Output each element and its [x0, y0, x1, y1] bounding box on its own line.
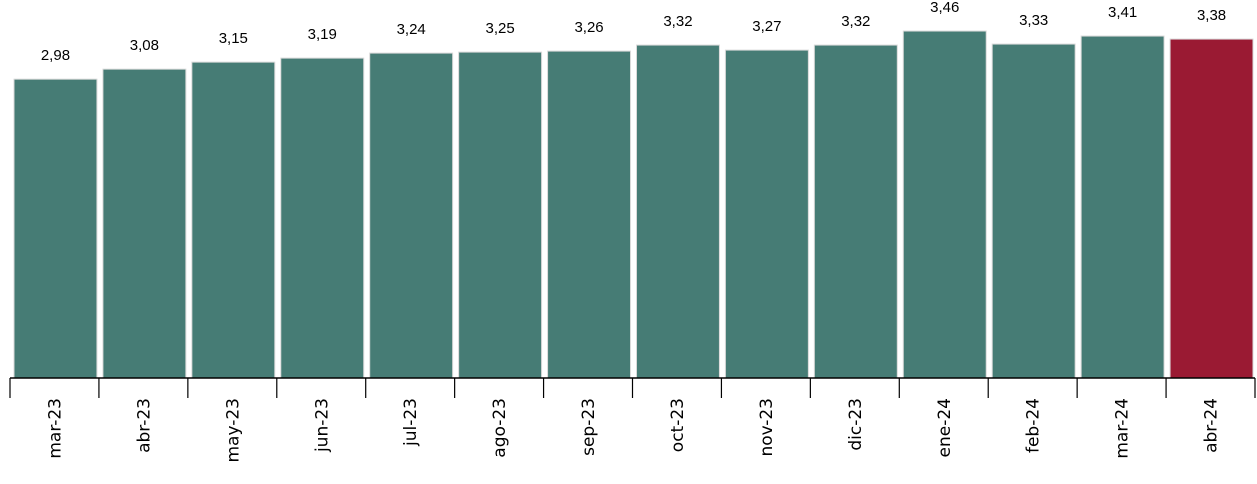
- tick-label-ene-24: ene-24: [935, 398, 955, 457]
- value-label-abr-23: 3,08: [130, 37, 159, 54]
- bar-dic-23: [813, 44, 898, 379]
- value-label-jun-23: 3,19: [308, 26, 337, 43]
- bar-mar-23: [13, 78, 98, 379]
- value-label-ene-24: 3,46: [930, 0, 959, 16]
- value-label-oct-23: 3,32: [663, 13, 692, 30]
- value-label-may-23: 3,15: [219, 30, 248, 47]
- value-label-abr-24: 3,38: [1197, 7, 1226, 24]
- bar-mar-24: [1080, 35, 1165, 379]
- bar-ene-24: [902, 30, 987, 379]
- value-label-nov-23: 3,27: [752, 18, 781, 35]
- x-axis-ticks: [9, 378, 1256, 398]
- value-label-mar-24: 3,41: [1108, 4, 1137, 21]
- tick-label-feb-24: feb-24: [1024, 398, 1044, 453]
- bar-jul-23: [369, 52, 454, 379]
- bar-ago-23: [458, 51, 543, 379]
- tick-label-abr-24: abr-24: [1202, 398, 1222, 453]
- tick-label-jun-23: jun-23: [312, 398, 332, 453]
- value-labels-group: 2,98 3,08 3,15 3,19 3,24 3,25 3,26 3,32 3,27 3,32…: [41, 0, 1226, 64]
- tick-label-dic-23: dic-23: [846, 398, 866, 451]
- bar-jun-23: [280, 57, 365, 379]
- tick-label-mar-24: mar-24: [1113, 398, 1133, 459]
- tick-label-sep-23: sep-23: [579, 398, 599, 456]
- bar-abr-23: [102, 68, 187, 379]
- value-label-mar-23: 2,98: [41, 47, 70, 64]
- value-label-ago-23: 3,25: [486, 20, 515, 37]
- tick-label-abr-23: abr-23: [134, 398, 154, 453]
- value-label-jul-23: 3,24: [397, 21, 426, 38]
- bar-oct-23: [636, 44, 720, 379]
- bars-group: [13, 30, 1254, 379]
- value-label-feb-24: 3,33: [1019, 12, 1048, 29]
- tick-label-jul-23: jul-23: [401, 398, 421, 447]
- value-label-dic-23: 3,32: [841, 13, 870, 30]
- bar-nov-23: [724, 49, 809, 379]
- bar-sep-23: [547, 50, 632, 379]
- tick-label-nov-23: nov-23: [757, 398, 777, 457]
- tick-label-mar-23: mar-23: [45, 398, 65, 459]
- value-label-sep-23: 3,26: [574, 19, 603, 36]
- tick-label-may-23: may-23: [223, 398, 243, 463]
- x-axis-tick-labels: mar-23 abr-23 may-23 jun-23 jul-23 ago-23 sep-…: [45, 398, 1221, 463]
- tick-label-ago-23: ago-23: [490, 398, 510, 458]
- bar-may-23: [191, 61, 276, 379]
- tick-label-oct-23: oct-23: [668, 398, 688, 452]
- bar-feb-24: [991, 43, 1076, 379]
- bar-abr-24: [1169, 38, 1254, 379]
